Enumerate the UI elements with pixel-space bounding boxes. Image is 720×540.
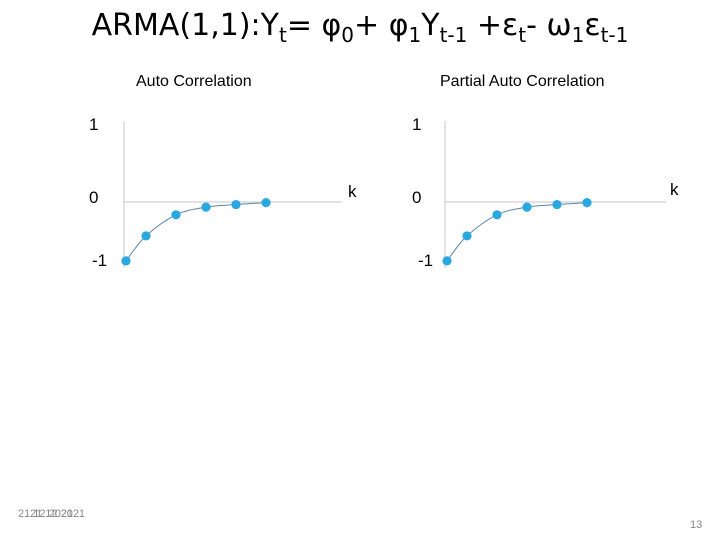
pacf-point-1: [442, 256, 452, 266]
pacf-point-4: [522, 202, 532, 212]
title-part: t-1: [600, 23, 629, 47]
page-number: 13: [690, 519, 703, 531]
acf-point-6: [261, 198, 271, 208]
acf-y-tick-zero: 0: [89, 188, 99, 207]
title-part: +: [354, 8, 389, 43]
pacf-y-tick-bottom: -1: [418, 251, 434, 270]
title-part: φ: [388, 8, 409, 43]
acf-point-2: [141, 231, 151, 241]
slide-title: ARMA(1,1):Yt= φ0+ φ1Yt-1 +εt- ω1εt-1: [0, 8, 720, 47]
title-part: ARMA(1,1):Y: [91, 8, 279, 43]
acf-chart-title: Auto Correlation: [136, 73, 252, 90]
title-part: 1: [571, 23, 585, 47]
title-part: +ε: [467, 8, 519, 43]
title-part: 1: [408, 23, 422, 47]
footer-date-shadow: 21.12.2021: [30, 508, 86, 520]
acf-point-5: [231, 199, 241, 210]
pacf-point-5: [552, 199, 562, 210]
pacf-chart-title: Partial Auto Correlation: [440, 73, 605, 90]
title-part: -: [526, 8, 547, 43]
pacf-x-axis-label: k: [670, 180, 679, 199]
title-part: t: [278, 23, 287, 47]
acf-y-tick-top: 1: [89, 115, 99, 134]
acf-point-1: [121, 256, 131, 266]
pacf-point-2: [462, 231, 472, 241]
title-part: t-1: [439, 23, 468, 47]
title-part: =: [286, 8, 322, 43]
pacf-point-3: [492, 210, 502, 220]
acf-point-3: [171, 210, 181, 220]
title-part: 0: [341, 23, 355, 47]
pacf-plot: [442, 121, 666, 268]
acf-plot: [121, 121, 342, 268]
pacf-point-6: [582, 198, 592, 208]
footer-date: 21.12.2021: [18, 508, 74, 520]
acf-y-tick-bottom: -1: [92, 251, 108, 270]
title-part: Y: [421, 8, 440, 43]
pacf-y-tick-zero: 0: [412, 188, 422, 207]
title-part: ω: [546, 8, 572, 43]
title-part: ε: [584, 8, 601, 43]
title-part: t: [518, 23, 527, 47]
acf-x-axis-label: k: [348, 182, 357, 201]
acf-point-4: [201, 202, 211, 212]
title-part: φ: [321, 8, 342, 43]
pacf-y-tick-top: 1: [412, 115, 422, 134]
